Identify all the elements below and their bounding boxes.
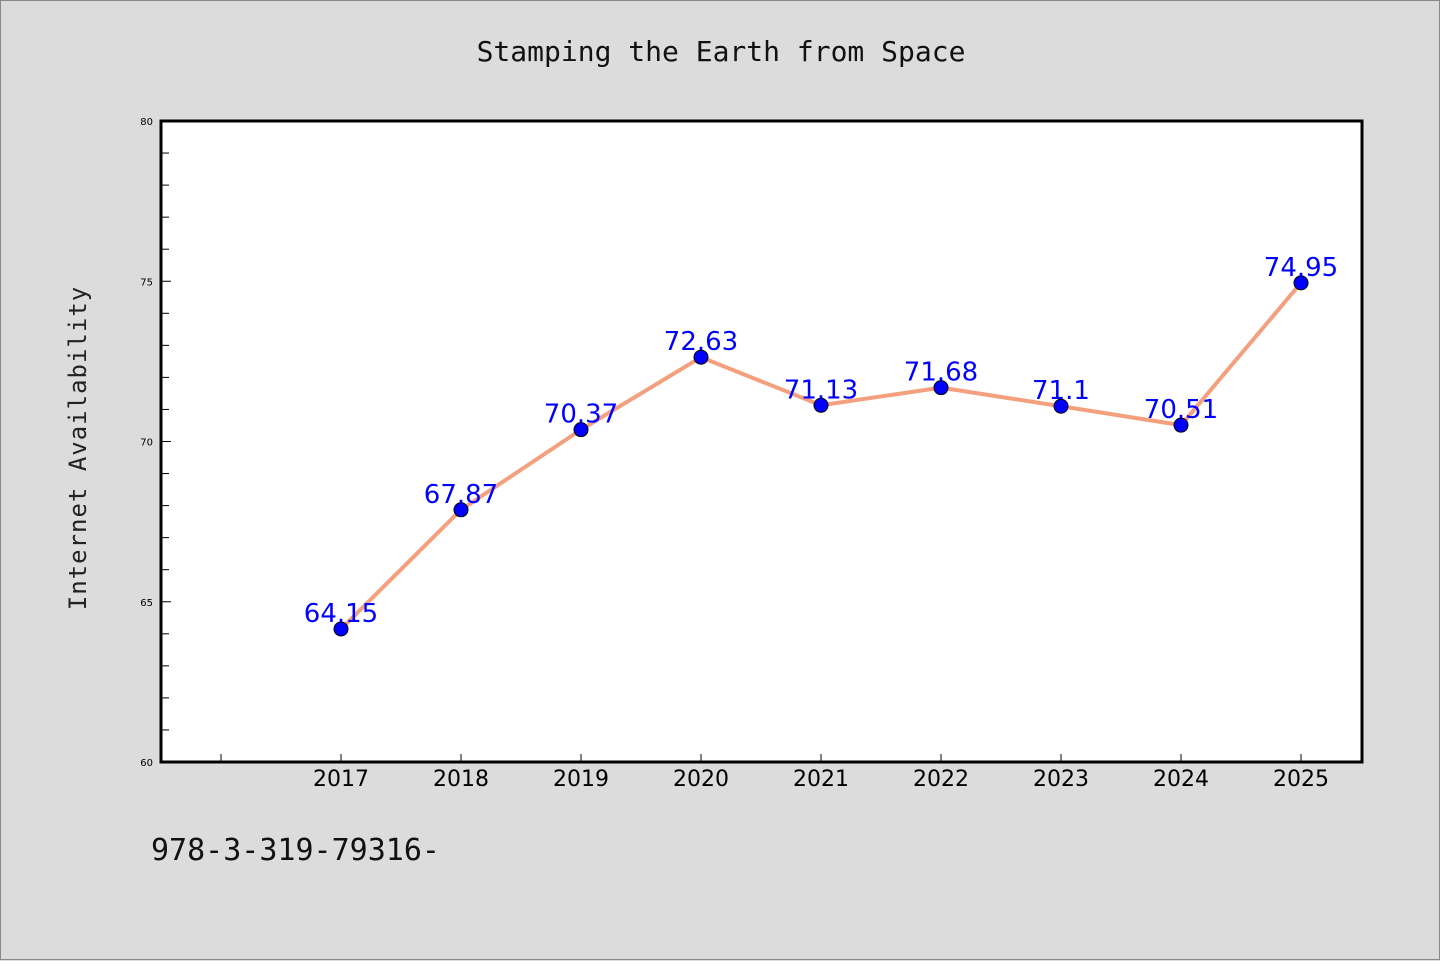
x-tick-label: 2019 [553,767,609,792]
data-label: 71.13 [784,375,858,405]
x-tick-label: 2023 [1033,767,1089,792]
data-label: 70.51 [1144,395,1218,425]
data-point-marker [813,397,829,413]
x-tick-label: 2025 [1273,767,1329,792]
x-tick-label: 2024 [1153,767,1209,792]
plot-area [159,119,1364,764]
data-label: 72.63 [664,327,738,357]
data-point-marker [573,422,589,438]
footnote-text: 978-3-319-79316- [151,833,440,868]
data-point-marker [453,502,469,518]
y-tick-label: 70 [140,438,153,449]
y-tick-label: 75 [140,277,153,288]
data-point-marker [1053,398,1069,414]
x-tick-label: 2018 [433,767,489,792]
y-tick-label: 60 [140,758,153,769]
y-tick-label: 65 [140,598,153,609]
data-point-marker [933,380,949,396]
data-label: 67.87 [424,480,498,510]
data-point-marker [1173,417,1189,433]
data-label: 74.95 [1264,253,1338,283]
x-tick-label: 2020 [673,767,729,792]
x-tick-label: 2021 [793,767,849,792]
chart-title: Stamping the Earth from Space [476,35,966,68]
data-label: 71.1 [1032,376,1090,406]
data-point-marker [1293,275,1309,291]
data-point-marker [693,349,709,365]
data-label: 64.15 [304,599,378,629]
x-tick-label: 2022 [913,767,969,792]
x-tick-label: 2017 [313,767,369,792]
data-label: 71.68 [904,358,978,388]
data-point-marker [333,621,349,637]
y-tick-label: 80 [140,117,153,128]
data-label: 70.37 [544,400,618,430]
